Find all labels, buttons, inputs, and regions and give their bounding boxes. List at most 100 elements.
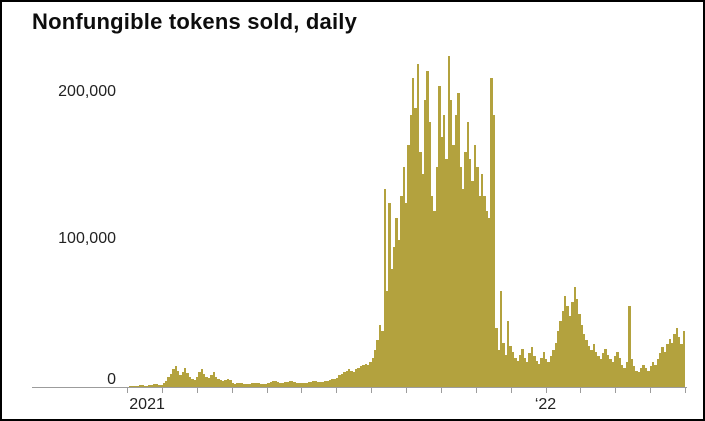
bar — [231, 383, 234, 387]
bar — [350, 370, 353, 387]
bar — [485, 210, 488, 387]
bar — [583, 334, 586, 387]
bar — [642, 364, 645, 387]
bar — [564, 295, 567, 387]
bar — [345, 370, 348, 387]
bar — [656, 359, 659, 387]
bar — [457, 93, 460, 387]
bar — [461, 188, 465, 387]
bar — [376, 339, 379, 387]
bar — [547, 362, 550, 387]
bar — [369, 362, 372, 387]
x-axis-tick — [231, 388, 233, 393]
bar — [217, 378, 220, 387]
bar — [450, 100, 453, 387]
bar — [526, 362, 529, 387]
bar — [219, 380, 222, 387]
bar — [260, 383, 263, 387]
bar — [502, 342, 505, 387]
bar — [585, 339, 588, 387]
bar — [651, 362, 655, 387]
bar — [362, 364, 365, 387]
bar — [587, 345, 591, 387]
bar — [134, 386, 137, 387]
x-axis-tick — [685, 388, 686, 393]
bar — [499, 291, 503, 387]
bar — [283, 382, 287, 387]
bar — [483, 195, 486, 387]
bar — [210, 375, 213, 387]
bar — [454, 115, 458, 387]
bar — [528, 353, 531, 387]
bar — [431, 195, 434, 387]
bar — [340, 373, 344, 387]
bar — [286, 381, 289, 387]
bar — [245, 383, 249, 387]
bar — [663, 351, 667, 387]
bar — [169, 373, 173, 387]
bar — [288, 381, 291, 387]
bar — [324, 381, 327, 387]
bar — [138, 384, 142, 387]
bar — [680, 344, 683, 387]
bar — [516, 360, 519, 387]
bar — [604, 348, 607, 387]
bar — [331, 379, 334, 387]
bar — [473, 144, 477, 387]
x-axis-tick — [510, 388, 512, 393]
bar — [568, 316, 572, 387]
bar — [606, 354, 610, 387]
bar — [355, 369, 358, 387]
x-axis-tick — [196, 388, 198, 393]
bar — [162, 383, 165, 387]
bar — [661, 347, 664, 387]
bar — [229, 380, 232, 387]
bar — [459, 166, 462, 387]
bar — [148, 385, 151, 387]
bar — [675, 328, 678, 387]
bar — [338, 375, 341, 387]
bar — [252, 382, 256, 387]
bar — [271, 381, 275, 387]
bar — [153, 384, 156, 387]
bar — [312, 381, 315, 387]
bar — [578, 313, 581, 387]
bar — [488, 218, 491, 387]
bar — [393, 247, 396, 387]
bar — [333, 378, 336, 387]
x-axis-tick-label: 2021 — [129, 396, 165, 413]
bar — [309, 381, 313, 387]
bar — [248, 384, 251, 387]
bar — [295, 382, 298, 387]
bar — [269, 381, 272, 387]
bar-series — [127, 49, 686, 387]
bar — [264, 384, 268, 387]
x-axis-tick — [440, 388, 442, 393]
bar — [307, 382, 310, 387]
bar — [186, 373, 189, 387]
bar — [621, 364, 624, 387]
bar — [426, 71, 429, 387]
bar — [203, 373, 206, 387]
bar — [609, 359, 612, 387]
bar — [143, 385, 146, 387]
bar — [181, 372, 184, 387]
bar — [592, 344, 595, 387]
bar — [222, 381, 225, 387]
bar — [390, 269, 393, 387]
bar — [623, 367, 626, 387]
bar — [504, 354, 507, 387]
bar — [659, 353, 662, 387]
bar — [507, 320, 510, 387]
bar — [616, 351, 619, 387]
x-axis-tick — [406, 388, 407, 393]
bar — [414, 107, 417, 387]
x-axis-tick — [161, 388, 163, 393]
bar — [167, 377, 170, 387]
bar — [131, 385, 135, 387]
bar — [238, 382, 241, 387]
bar — [682, 331, 686, 387]
bar — [347, 369, 351, 387]
bar — [635, 370, 638, 387]
bar — [404, 203, 408, 387]
